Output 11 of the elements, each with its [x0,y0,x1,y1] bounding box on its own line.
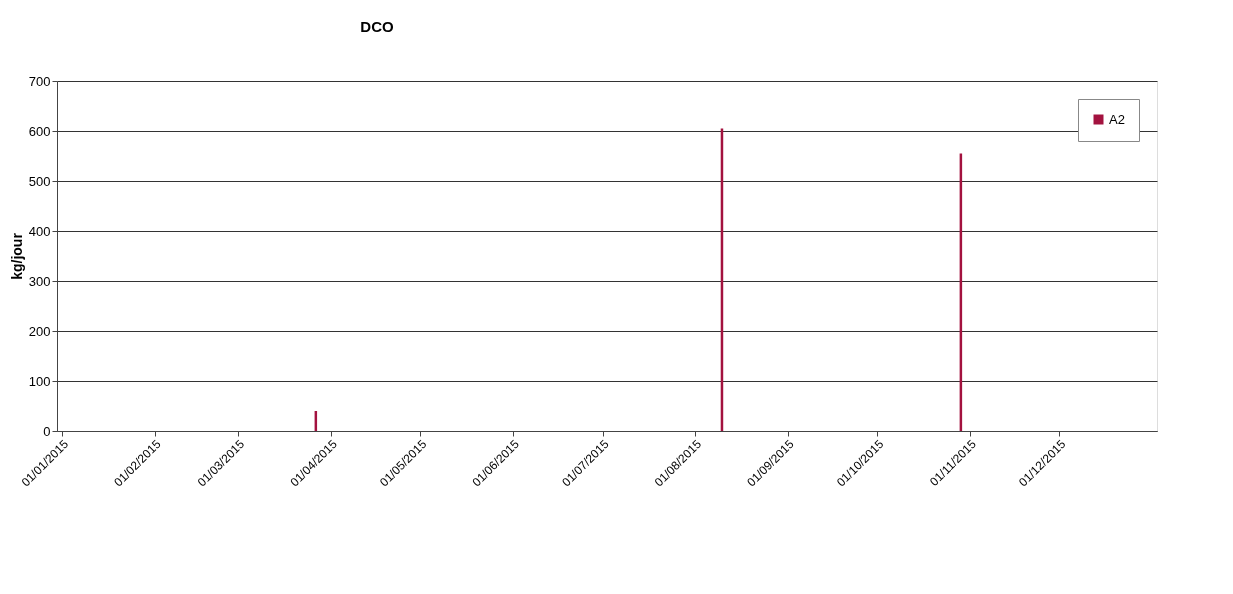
y-tick-label: 600 [28,123,51,139]
legend-label: A2 [1109,111,1125,127]
chart-title: DCO [360,18,394,35]
y-tick-label: 400 [28,223,51,239]
y-tick-label: 700 [28,73,51,89]
y-tick-label: 500 [28,173,51,189]
y-tick-label: 200 [28,323,51,339]
y-tick-label: 0 [43,423,51,439]
y-axis-title: kg/jour [8,232,25,280]
y-tick-label: 100 [28,373,51,389]
y-tick-label: 300 [28,273,51,289]
